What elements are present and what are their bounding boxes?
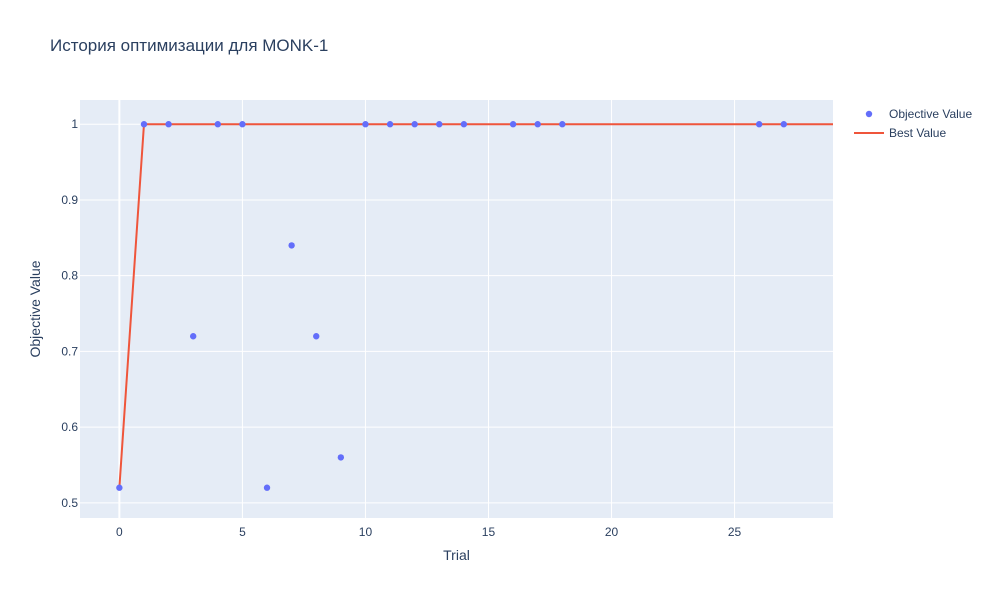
- x-tick-label: 0: [116, 525, 123, 539]
- plot-area: [80, 100, 833, 518]
- objective-value-point: [559, 121, 566, 128]
- y-axis-title: Objective Value: [27, 260, 43, 357]
- x-axis-title: Trial: [443, 547, 470, 563]
- y-tick-label: 0.6: [61, 420, 78, 434]
- legend-label: Objective Value: [889, 107, 972, 121]
- chart-title: История оптимизации для MONK-1: [50, 36, 328, 55]
- x-tick-label: 25: [728, 525, 742, 539]
- objective-value-point: [362, 121, 369, 128]
- y-tick-label: 0.8: [61, 269, 78, 283]
- x-tick-label: 10: [359, 525, 373, 539]
- objective-value-point: [165, 121, 172, 128]
- objective-value-point: [460, 121, 468, 128]
- objective-value-point: [116, 484, 123, 491]
- objective-value-point: [534, 121, 541, 128]
- objective-value-point: [780, 121, 787, 128]
- objective-value-point: [313, 333, 320, 340]
- objective-value-point: [755, 121, 763, 128]
- legend-marker-swatch: [865, 110, 873, 118]
- objective-value-point: [509, 121, 517, 128]
- legend-item[interactable]: Objective Value: [865, 107, 973, 121]
- x-tick-label: 15: [482, 525, 496, 539]
- y-tick-label: 0.9: [61, 193, 78, 207]
- legend-item[interactable]: Best Value: [854, 126, 946, 140]
- objective-value-point: [436, 121, 443, 128]
- objective-value-point: [288, 242, 295, 249]
- y-tick-label: 1: [71, 117, 78, 131]
- y-tick-label: 0.7: [61, 344, 78, 358]
- legend-label: Best Value: [889, 126, 946, 140]
- x-axis-ticks: 0 5 10 15 20 25: [116, 525, 742, 539]
- x-tick-label: 20: [605, 525, 619, 539]
- objective-value-point: [386, 121, 394, 128]
- objective-value-point: [140, 121, 148, 128]
- objective-value-point: [263, 484, 271, 491]
- objective-value-series: [116, 121, 787, 491]
- legend[interactable]: Objective Value Best Value: [854, 107, 972, 140]
- objective-value-point: [337, 454, 345, 461]
- y-tick-label: 0.5: [61, 496, 78, 510]
- objective-value-point: [189, 333, 197, 340]
- objective-value-point: [411, 121, 418, 128]
- x-tick-label: 5: [239, 525, 246, 539]
- objective-value-point: [214, 121, 222, 128]
- y-axis-ticks: 0.5 0.6 0.7 0.8 0.9 1: [61, 117, 78, 510]
- objective-value-point: [239, 121, 246, 128]
